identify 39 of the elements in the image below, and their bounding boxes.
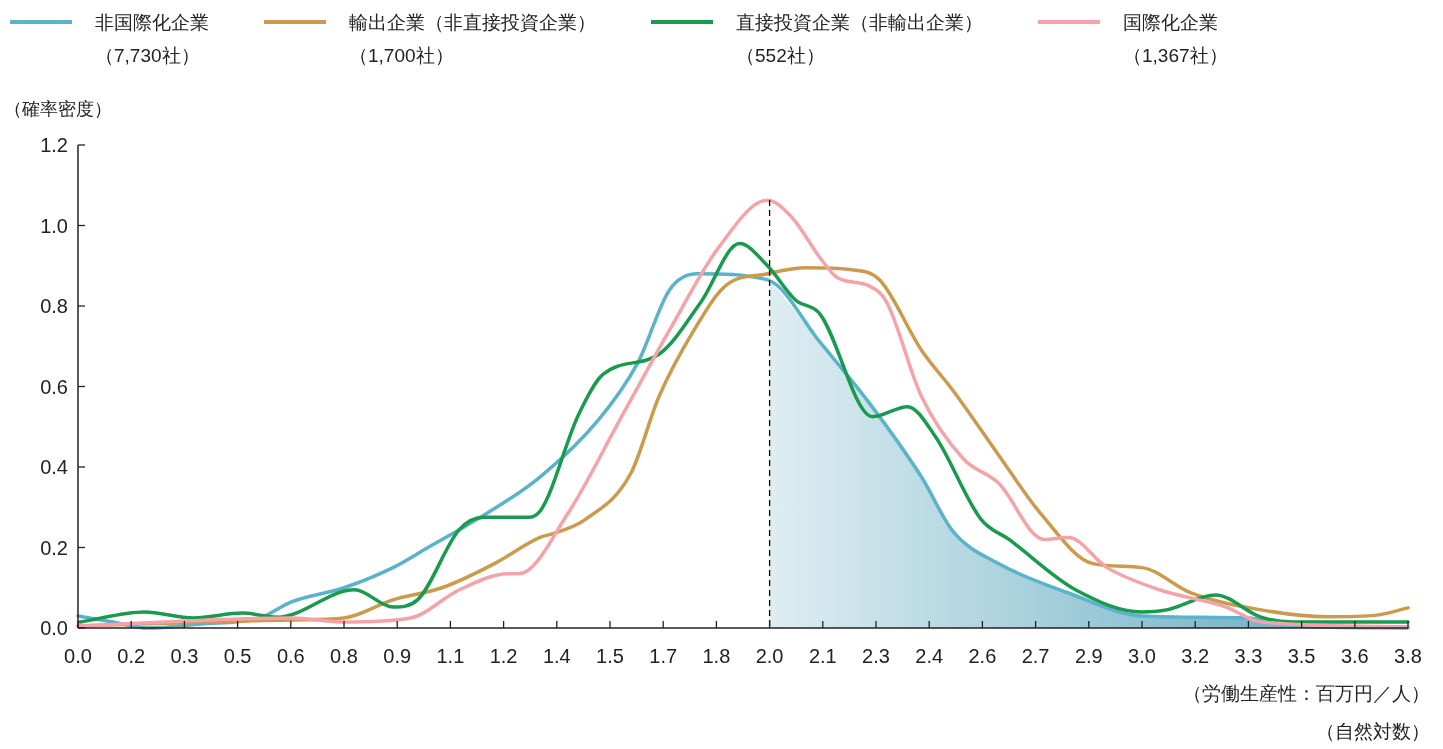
x-tick-label: 2.6 <box>968 645 997 667</box>
x-tick-label: 0.5 <box>223 645 252 667</box>
x-tick-label: 2.0 <box>755 645 784 667</box>
x-tick-label: 1.4 <box>542 645 571 667</box>
y-tick-label: 1.0 <box>40 214 68 237</box>
x-tick-label: 0.6 <box>276 645 305 667</box>
x-tick-label: 3.0 <box>1128 645 1156 667</box>
y-tick-label: 0.8 <box>40 295 68 317</box>
x-tick-label: 2.1 <box>808 645 837 667</box>
x-tick-label: 3.5 <box>1287 645 1316 667</box>
legend-label: 直接投資企業（非輸出企業）（552社） <box>736 12 983 66</box>
x-tick-label: 3.8 <box>1394 645 1422 667</box>
y-tick-label: 1.2 <box>40 134 68 156</box>
x-tick-label: 3.2 <box>1181 645 1210 667</box>
x-tick-label: 1.2 <box>489 645 518 667</box>
legend-label: 非国際化企業（7,730社） <box>95 12 209 66</box>
x-axis-title: （労働生産性：百万円／人）（自然対数） <box>1183 683 1430 742</box>
x-tick-label: 0.9 <box>383 645 412 667</box>
y-axis-title: （確率密度） <box>4 99 112 119</box>
x-tick-label: 1.1 <box>436 645 465 667</box>
y-tick-label: 0.6 <box>40 375 68 398</box>
x-tick-label: 2.9 <box>1074 645 1103 667</box>
x-tick-label: 0.8 <box>330 645 358 667</box>
x-tick-label: 1.8 <box>702 645 731 667</box>
x-tick-label: 0.2 <box>117 645 146 667</box>
x-tick-label: 3.3 <box>1234 645 1263 667</box>
legend-label: 輸出企業（非直接投資企業）（1,700社） <box>349 12 596 66</box>
x-tick-label: 0.0 <box>64 645 92 667</box>
y-tick-label: 0.0 <box>40 617 68 639</box>
x-tick-label: 0.3 <box>170 645 199 667</box>
x-tick-label: 2.3 <box>862 645 890 667</box>
x-tick-label: 1.7 <box>649 645 678 667</box>
x-tick-label: 3.6 <box>1340 645 1369 667</box>
y-tick-label: 0.2 <box>40 536 68 559</box>
x-tick-label: 2.4 <box>915 645 944 667</box>
y-tick-label: 0.4 <box>40 456 68 478</box>
legend-label: 国際化企業（1,367社） <box>1123 12 1228 66</box>
x-tick-label: 1.5 <box>596 645 624 667</box>
x-tick-label: 2.7 <box>1021 645 1050 667</box>
